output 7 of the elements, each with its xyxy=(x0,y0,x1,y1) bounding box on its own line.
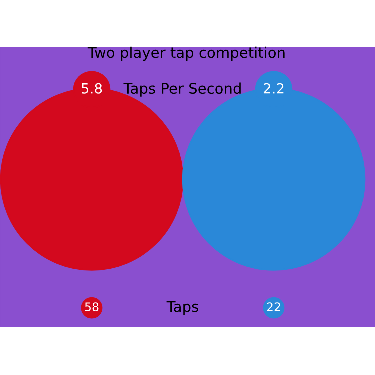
data-label: 22 xyxy=(267,302,280,312)
category-label: Taps xyxy=(166,301,198,316)
data-label: 58 xyxy=(85,302,99,312)
category-label: Taps Per Second xyxy=(124,82,241,97)
data-label: 2.2 xyxy=(264,83,284,94)
data-label: 5.8 xyxy=(82,83,102,94)
text: Two player tap competition xyxy=(88,46,285,62)
